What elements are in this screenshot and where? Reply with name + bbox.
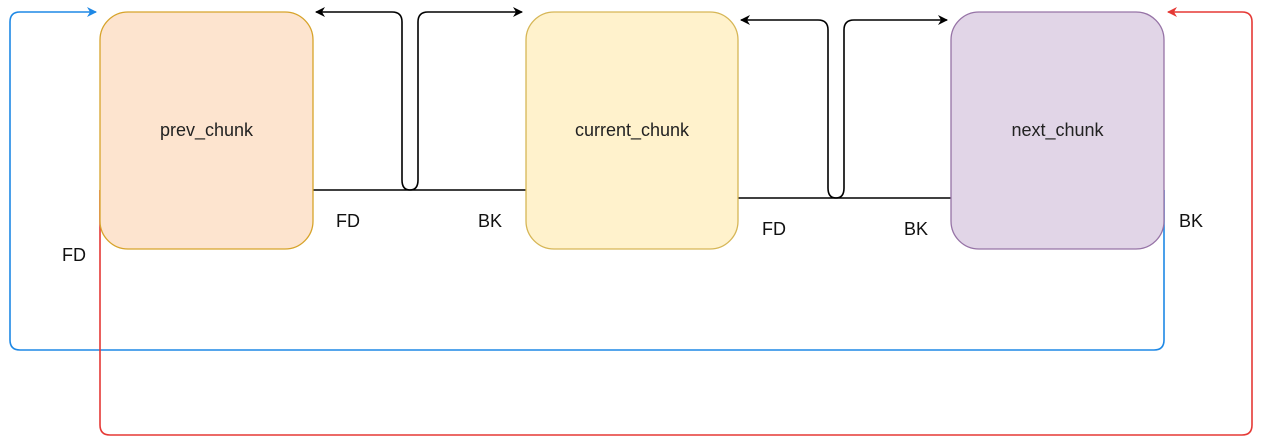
next-chunk-box <box>950 11 1165 250</box>
current-fd-label: FD <box>762 219 786 239</box>
current-bk-label: BK <box>478 211 502 231</box>
prev-outer-fd-label: FD <box>62 245 86 265</box>
next-chunk-node: next_chunk <box>950 11 1165 250</box>
bk-arrow-current-to-prev <box>315 7 411 191</box>
current-chunk-label: current_chunk <box>575 120 690 141</box>
prev-chunk-node: prev_chunk <box>99 11 314 250</box>
next-outer-bk-label: BK <box>1179 211 1203 231</box>
prev-chunk-label: prev_chunk <box>160 120 254 141</box>
fd-arrow-current-to-next <box>835 15 948 199</box>
current-chunk-box <box>525 11 739 250</box>
bk-arrow-next-to-current <box>740 15 837 199</box>
blue-link-next-to-prev <box>9 7 1165 351</box>
next-chunk-label: next_chunk <box>1011 120 1104 141</box>
current-chunk-node: current_chunk <box>525 11 739 250</box>
prev-chunk-box <box>99 11 314 250</box>
next-bk-label: BK <box>904 219 928 239</box>
red-link-prev-to-next <box>99 7 1253 436</box>
fd-arrow-prev-to-current <box>409 7 523 191</box>
prev-fd-label: FD <box>336 211 360 231</box>
